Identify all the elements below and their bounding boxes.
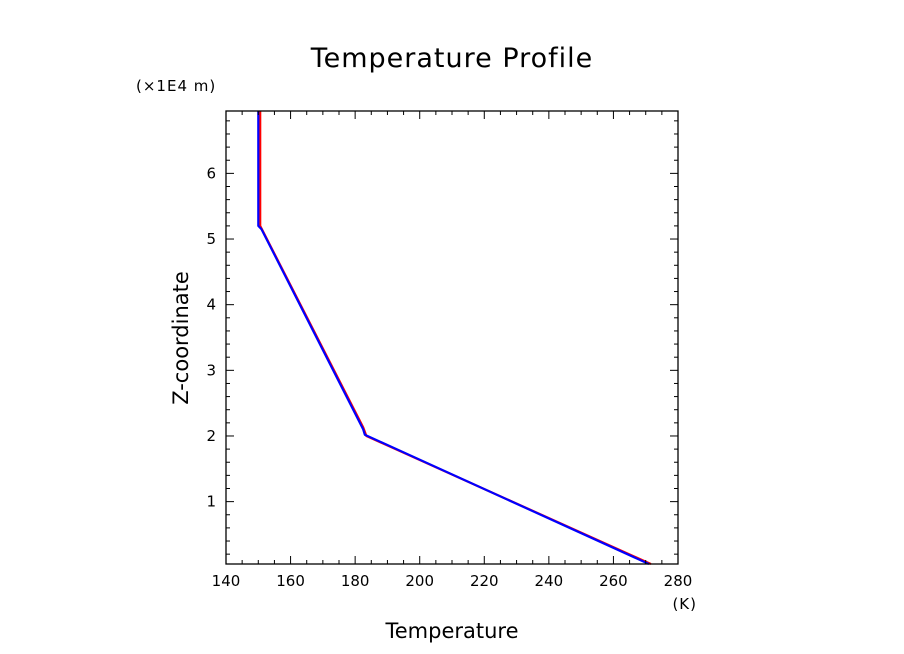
y-tick-label: 4 bbox=[206, 296, 216, 314]
series-layer bbox=[257, 111, 652, 566]
x-axis-unit: (K) bbox=[672, 595, 697, 613]
y-tick-label: 5 bbox=[206, 230, 216, 248]
plot-frame bbox=[225, 110, 679, 565]
y-tick-label: 2 bbox=[206, 427, 216, 445]
tick-labels-layer: 140 160 180 200 220 240 260 280 1 2 3 4 5 6 bbox=[206, 164, 692, 590]
y-axis-label: Z-coordinate bbox=[169, 271, 193, 405]
x-tick-label: 260 bbox=[599, 572, 628, 590]
x-tick-label: 220 bbox=[470, 572, 499, 590]
y-tick-label: 6 bbox=[206, 164, 216, 182]
series-line-1 bbox=[259, 111, 652, 566]
series-line-2 bbox=[257, 111, 650, 566]
chart-title: Temperature Profile bbox=[310, 43, 594, 74]
x-tick-label: 140 bbox=[212, 572, 241, 590]
y-axis-unit: (×1E4 m) bbox=[136, 77, 216, 95]
x-tick-label: 240 bbox=[535, 572, 564, 590]
x-tick-label: 180 bbox=[341, 572, 370, 590]
y-tick-label: 1 bbox=[206, 493, 216, 511]
x-tick-label: 200 bbox=[405, 572, 434, 590]
x-tick-label: 160 bbox=[276, 572, 305, 590]
y-tick-label: 3 bbox=[206, 361, 216, 379]
x-tick-label: 280 bbox=[664, 572, 693, 590]
x-axis-label: Temperature bbox=[384, 619, 518, 643]
ticks-layer bbox=[225, 111, 679, 564]
